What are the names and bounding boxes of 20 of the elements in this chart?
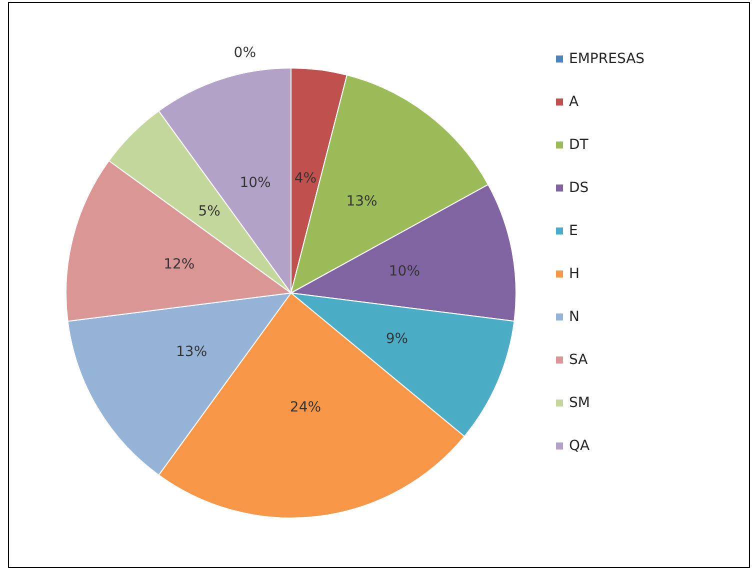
legend-label: A [569,94,579,110]
data-label: 9% [386,330,408,347]
data-label: 24% [290,400,322,416]
data-label: 5% [198,203,220,220]
legend-label: SA [569,352,588,368]
legend-label: SM [569,395,590,411]
data-label: 13% [346,194,378,210]
data-label: 10% [388,263,420,280]
legend-label: QA [569,438,590,454]
legend-label: DT [569,137,589,153]
text: 0% [234,45,256,61]
legend-label: EMPRESAS [569,51,645,67]
legend-label: H [569,266,580,282]
data-label: 4% [294,170,317,186]
legend-label: N [569,309,580,325]
data-label: 13% [176,344,208,360]
data-label: 12% [164,256,195,272]
legend-label: DS [569,180,589,196]
legend-label: E [569,223,578,239]
data-label: 10% [240,175,271,192]
